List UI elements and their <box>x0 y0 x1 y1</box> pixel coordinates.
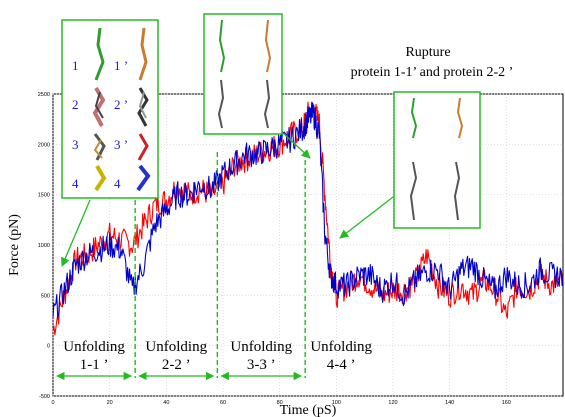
protein-chain-right-icon <box>136 27 151 192</box>
stage-label-pair: 3-3 ’ <box>247 357 276 373</box>
rupture-title: Rupture <box>405 45 450 60</box>
y-tick-label: 500 <box>41 293 50 299</box>
y-axis-label: Force (pN) <box>7 214 22 276</box>
x-tick-label: 100 <box>332 400 341 406</box>
data-series <box>52 101 564 336</box>
inset-label-3: 3 <box>72 137 79 152</box>
x-tick-label: 140 <box>445 400 454 406</box>
arrow-inset2-to-peak <box>282 132 311 159</box>
x-tick-label: 80 <box>277 400 283 406</box>
x-tick-label: 0 <box>51 400 54 406</box>
inset-label-3-prime: 3 ’ <box>114 137 128 152</box>
protein-chain-right-icon <box>453 97 464 221</box>
inset-label-1: 1 <box>72 58 79 73</box>
inset-label-4: 4 <box>72 176 79 191</box>
rupture-detail: protein 1-1’ and protein 2-2 ’ <box>351 65 514 80</box>
stage-label-pair: 4-4 ’ <box>327 357 356 373</box>
inset-label-4-prime: 4 <box>114 176 121 191</box>
protein-chain-right-icon <box>263 19 272 129</box>
arrow-inset1-to-curve <box>61 199 91 267</box>
protein-chain-left-icon <box>92 27 107 192</box>
arrow-inset3-to-drop <box>339 196 394 239</box>
protein-chain-left-icon <box>409 97 418 221</box>
inset-label-2-prime: 2 ’ <box>114 97 128 112</box>
x-tick-label: 20 <box>107 400 113 406</box>
inset-unfolded-proteins <box>203 13 283 135</box>
x-tick-label: 40 <box>163 400 169 406</box>
x-tick-label: 60 <box>220 400 226 406</box>
y-tick-label: 1000 <box>38 243 50 249</box>
stage-label: Unfolding <box>63 339 125 355</box>
y-tick-label: 2500 <box>38 92 50 98</box>
series-line-blue <box>52 102 564 319</box>
stage-label-pair: 2-2 ’ <box>162 357 191 373</box>
stage-markers: Unfolding 1-1 ’ Unfolding 2-2 ’ Unfolding 3-3… <box>56 152 372 381</box>
stage-label: Unfolding <box>310 339 372 355</box>
x-axis-label: Time (pS) <box>280 403 337 417</box>
inset-label-1-prime: 1 ’ <box>114 58 128 73</box>
x-axis-ticks: 0 20 40 60 80 100 120 140 160 <box>51 400 510 406</box>
inset-folded-proteins: 1 2 3 4 1 ’ 2 ’ 3 ’ 4 <box>61 19 159 199</box>
inset-ruptured-proteins <box>393 91 481 229</box>
x-tick-label: 160 <box>502 400 511 406</box>
inset-label-2: 2 <box>72 97 79 112</box>
y-tick-label: 1500 <box>38 193 50 199</box>
y-axis-ticks: -500 0 500 1000 1500 2000 2500 <box>38 92 50 400</box>
stage-label: Unfolding <box>145 339 207 355</box>
x-tick-label: 120 <box>388 400 397 406</box>
protein-chain-left-icon <box>217 19 226 129</box>
stage-label-pair: 1-1 ’ <box>80 357 109 373</box>
stage-label: Unfolding <box>230 339 292 355</box>
y-tick-label: -500 <box>39 394 50 400</box>
y-tick-label: 2000 <box>38 142 50 148</box>
y-tick-label: 0 <box>47 344 50 350</box>
